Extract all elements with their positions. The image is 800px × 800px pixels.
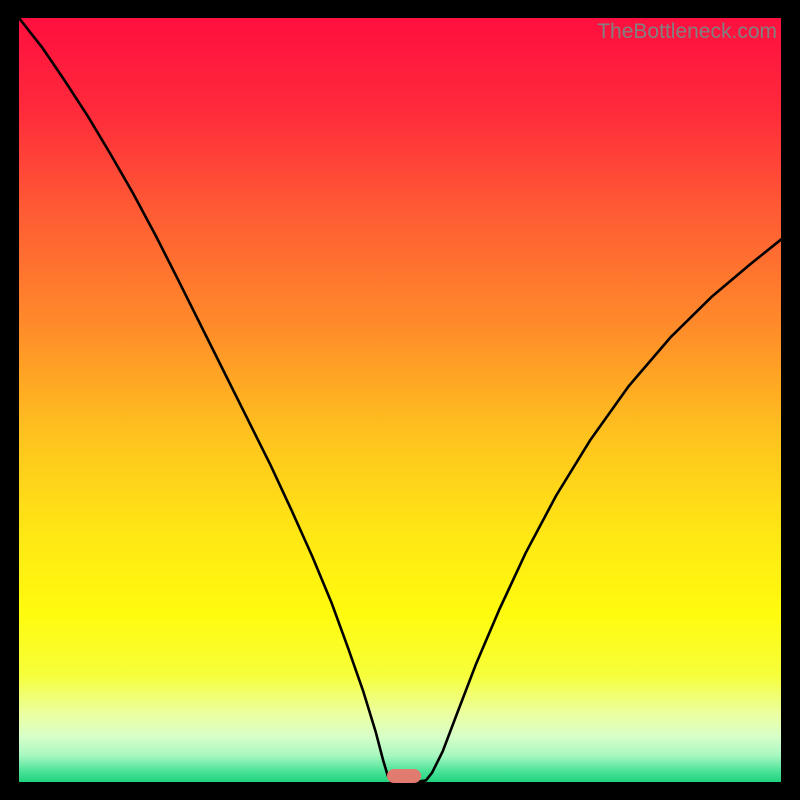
watermark: TheBottleneck.com bbox=[597, 20, 777, 44]
optimum-marker bbox=[387, 769, 421, 783]
bottleneck-curve bbox=[19, 18, 781, 782]
plot-area: TheBottleneck.com bbox=[19, 18, 781, 782]
curve-path bbox=[19, 18, 781, 782]
